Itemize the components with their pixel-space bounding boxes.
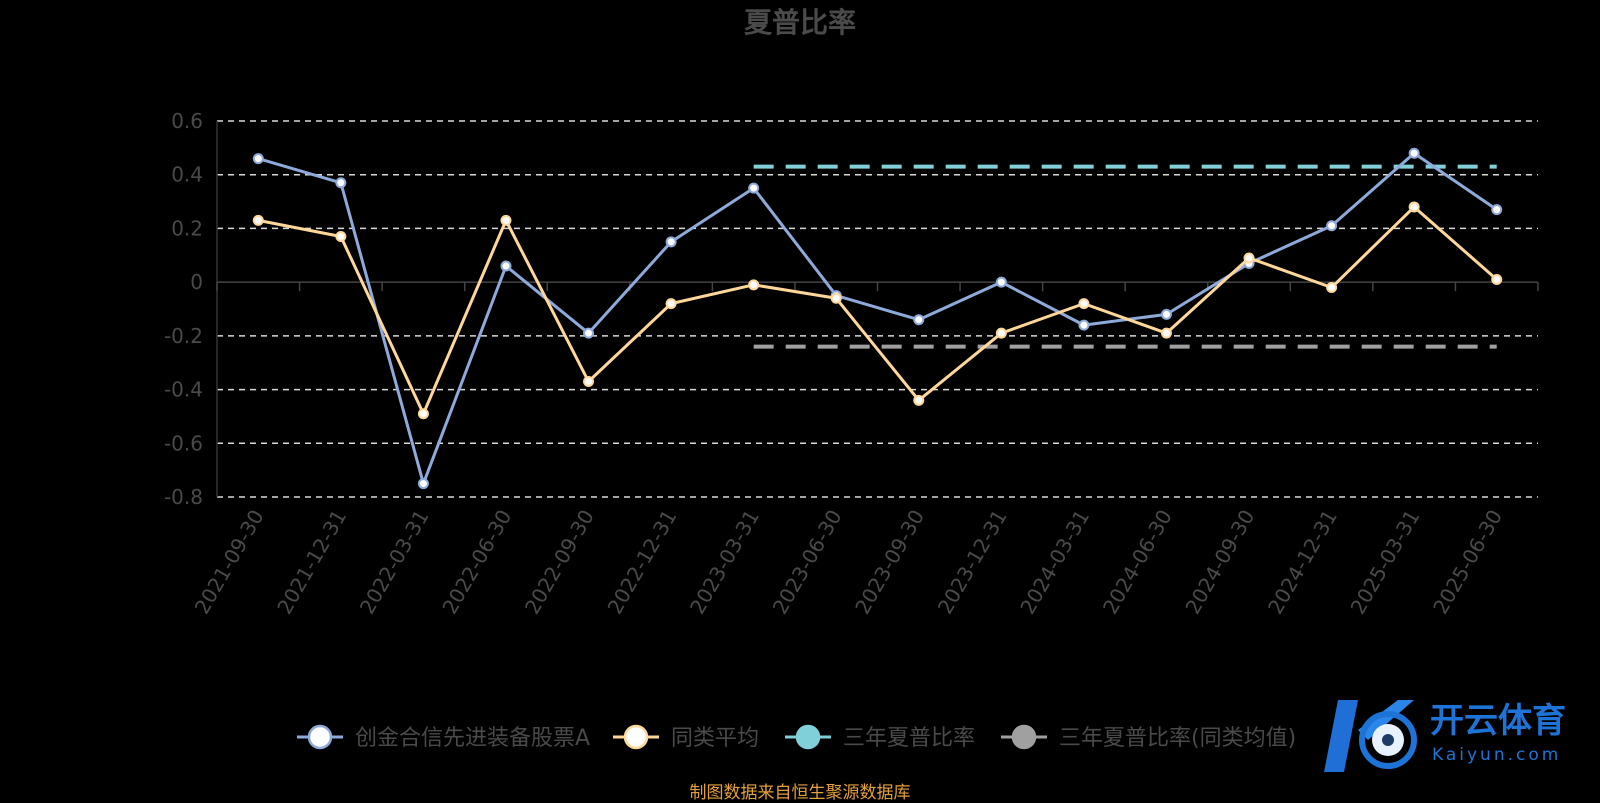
y-tick-label: -0.6 [164,431,203,455]
series-lines [252,147,1503,490]
y-tick-label: 0.6 [171,109,203,133]
watermark-domain: Kaiyun.com [1432,745,1561,765]
data-point[interactable] [1160,327,1172,339]
x-tick-label: 2021-12-31 [272,506,351,619]
series-line-0 [257,151,1498,486]
x-tick-label: 2025-06-30 [1428,506,1507,619]
data-point[interactable] [665,298,677,310]
data-point[interactable] [252,214,264,226]
x-tick-label: 2023-03-31 [685,506,764,619]
data-point[interactable] [1408,147,1420,159]
data-point[interactable] [583,376,595,388]
data-point[interactable] [1078,298,1090,310]
data-point[interactable] [1408,201,1420,213]
data-point[interactable] [583,327,595,339]
x-tick-label: 2021-09-30 [190,506,269,619]
logo-ring-icon [1359,711,1417,769]
data-point[interactable] [748,182,760,194]
data-point[interactable] [748,279,760,291]
data-point[interactable] [1160,308,1172,320]
data-point[interactable] [1491,273,1503,285]
legend-label[interactable]: 三年夏普比率 [843,726,975,751]
chart-title: 夏普比率 [744,6,856,39]
data-point[interactable] [995,276,1007,288]
data-point[interactable] [252,153,264,165]
data-point[interactable] [335,230,347,242]
x-tick-label: 2025-03-31 [1346,506,1425,619]
legend-marker-icon[interactable] [1011,724,1037,750]
legend: 创金合信先进装备股票A 同类平均 三年夏普比率 三年夏普比率(同类均值) [297,724,1296,751]
legend-marker-icon[interactable] [623,724,649,750]
logo-k-arm-icon [1358,700,1414,740]
legend-label[interactable]: 同类平均 [671,726,759,751]
legend-label[interactable]: 三年夏普比率(同类均值) [1059,726,1296,751]
data-point[interactable] [1326,282,1338,294]
data-point[interactable] [1078,319,1090,331]
legend-label[interactable]: 创金合信先进装备股票A [355,726,590,751]
data-point[interactable] [417,478,429,490]
y-tick-label: 0.4 [171,163,203,187]
watermark-name: 开云体育 [1430,701,1566,741]
data-point[interactable] [500,214,512,226]
x-tick-label: 2022-09-30 [520,506,599,619]
x-axis-ticks: 2021-09-30 2021-12-31 2022-03-31 2022-06-30… [190,506,1507,619]
x-tick-label: 2023-12-31 [933,506,1012,619]
kaiyun-watermark: 开云体育 Kaiyun.com [1324,700,1566,772]
y-axis-ticks: 0.6 0.4 0.2 0 -0.2 -0.4 -0.6 -0.8 [164,109,203,509]
football-patch-icon [1382,734,1394,746]
x-tick-label: 2022-03-31 [355,506,434,619]
x-tick-label: 2024-09-30 [1180,506,1259,619]
data-point[interactable] [830,292,842,304]
data-point[interactable] [1326,220,1338,232]
data-point[interactable] [913,314,925,326]
x-tick-label: 2024-03-31 [1015,506,1094,619]
x-tick-label: 2023-06-30 [768,506,847,619]
data-point[interactable] [500,260,512,272]
x-tick-label: 2024-06-30 [1098,506,1177,619]
y-tick-label: -0.8 [164,485,203,509]
y-tick-label: -0.4 [164,378,203,402]
data-point[interactable] [1491,204,1503,216]
x-tick-label: 2024-12-31 [1263,506,1342,619]
legend-marker-icon[interactable] [307,724,333,750]
x-tick-label: 2022-06-30 [437,506,516,619]
series-line-1 [257,205,1498,416]
data-source-note: 制图数据来自恒生聚源数据库 [689,783,911,803]
y-tick-label: 0.2 [171,216,203,240]
data-point[interactable] [417,408,429,420]
data-point[interactable] [1243,252,1255,264]
data-point[interactable] [665,236,677,248]
data-point[interactable] [913,394,925,406]
x-tick-label: 2023-09-30 [850,506,929,619]
data-point[interactable] [335,177,347,189]
legend-marker-icon[interactable] [795,724,821,750]
logo-k-stem-icon [1324,700,1358,772]
data-point[interactable] [995,327,1007,339]
y-tick-label: 0 [190,270,203,294]
y-tick-label: -0.2 [164,324,203,348]
reference-lines [753,164,1497,349]
x-tick-label: 2022-12-31 [603,506,682,619]
